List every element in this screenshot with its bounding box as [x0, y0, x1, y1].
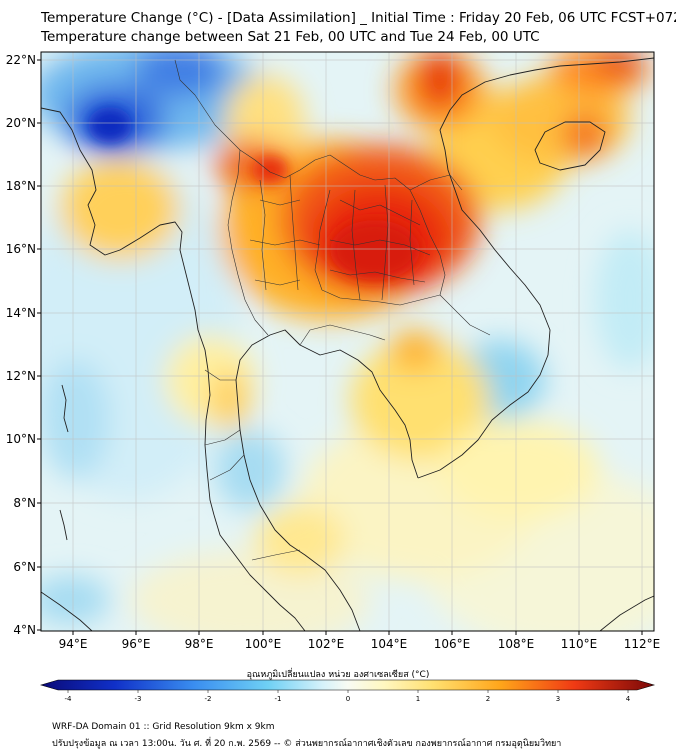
lat-label: 4°N: [13, 623, 36, 637]
lon-label: 108°E: [498, 637, 535, 651]
map-subtitle: Temperature change between Sat 21 Feb, 0…: [41, 29, 540, 45]
lon-label: 94°E: [59, 637, 88, 651]
colorbar-label: อุณหภูมิเปลี่ยนแปลง หน่วย องศาเซลเซียส (…: [246, 670, 430, 680]
colorbar-tick-label: -1: [275, 695, 282, 703]
coastlines: [41, 57, 654, 631]
lon-label: 112°E: [624, 637, 661, 651]
colorbar-bar: [39, 679, 656, 691]
lon-label: 98°E: [185, 637, 214, 651]
lat-tick-labels: 22°N 20°N 18°N 16°N 14°N 12°N 10°N 8°N 6…: [6, 53, 36, 637]
footer-update-info: ปรับปรุงข้อมูล ณ เวลา 13:00น. วัน ศ. ที่…: [52, 739, 562, 749]
lon-label: 102°E: [308, 637, 345, 651]
lat-label: 6°N: [13, 560, 36, 574]
lat-label: 14°N: [6, 306, 36, 320]
lat-label: 8°N: [13, 496, 36, 510]
colorbar-tick-label: 2: [486, 695, 490, 703]
lat-label: 22°N: [6, 53, 36, 67]
lon-label: 110°E: [561, 637, 598, 651]
admin-borders: [174, 59, 491, 561]
lat-label: 20°N: [6, 116, 36, 130]
colorbar-tick-label: -4: [65, 695, 73, 703]
lon-label: 96°E: [122, 637, 151, 651]
lon-label: 100°E: [245, 637, 282, 651]
map-title: Temperature Change (°C) - [Data Assimila…: [41, 10, 676, 26]
lat-label: 18°N: [6, 179, 36, 193]
colorbar-tick-label: -2: [205, 695, 212, 703]
colorbar-tick-label: 1: [416, 695, 420, 703]
temperature-field: [41, 52, 654, 631]
lat-label: 12°N: [6, 369, 36, 383]
colorbar-tick-label: 3: [556, 695, 560, 703]
footer-model-info: WRF-DA Domain 01 :: Grid Resolution 9km …: [52, 722, 275, 732]
lat-label: 10°N: [6, 432, 36, 446]
lat-label: 16°N: [6, 242, 36, 256]
colorbar-tick-label: 4: [626, 695, 631, 703]
plot-frame: [40, 51, 655, 632]
tick-marks: [37, 59, 643, 635]
gridlines: [41, 52, 654, 631]
colorbar-ticks: [67, 690, 629, 693]
colorbar-tick-label: 0: [346, 695, 350, 703]
lon-label: 106°E: [434, 637, 471, 651]
colorbar: -4 -3 -2 -1 0 1 2 3 4: [39, 679, 656, 703]
lon-tick-labels: 94°E 96°E 98°E 100°E 102°E 104°E 106°E 1…: [59, 637, 661, 651]
lon-label: 104°E: [371, 637, 408, 651]
colorbar-tick-label: -3: [135, 695, 142, 703]
